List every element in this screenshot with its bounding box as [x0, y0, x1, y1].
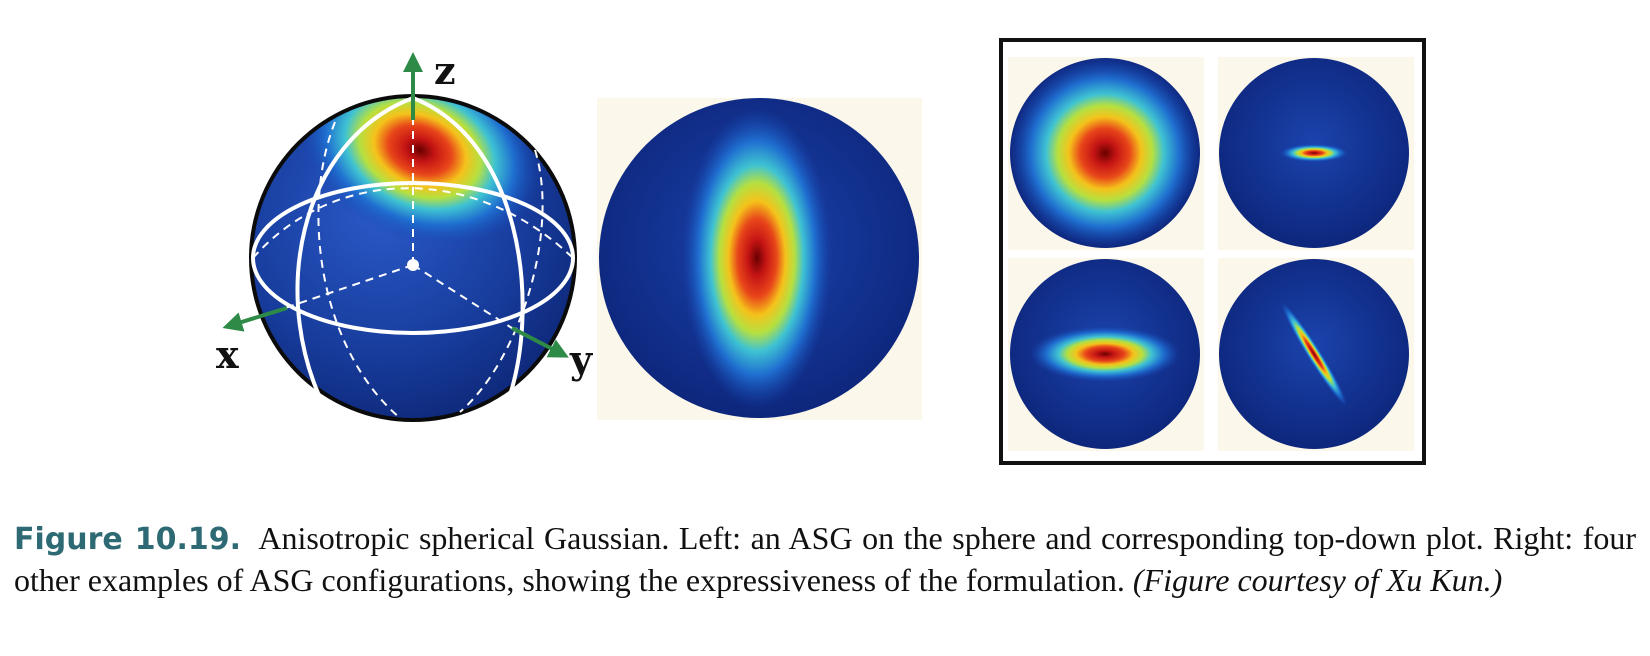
sphere-panel: z x y [216, 48, 593, 422]
x-axis-arrow [222, 306, 288, 332]
z-axis-label: z [434, 48, 456, 93]
figure-caption: Figure 10.19. Anisotropic spherical Gaus… [14, 518, 1636, 601]
examples-panel [999, 38, 1426, 465]
caption-label: Figure 10.19. [14, 522, 242, 557]
y-axis-label: y [569, 337, 593, 382]
x-axis-label: x [216, 332, 239, 377]
topdown-lobe [682, 108, 832, 408]
example-lobe-4 [1280, 301, 1348, 407]
example-lobe-1 [1010, 58, 1200, 248]
example-lobe-2 [1280, 144, 1348, 162]
figure-art: z x y [216, 38, 1426, 465]
y-axis-arrow [511, 326, 569, 358]
caption-credit: (Figure courtesy of Xu Kun.) [1132, 562, 1503, 598]
example-lobe-3 [1030, 326, 1180, 382]
caption-text: Anisotropic spherical Gaussian. Left: an… [14, 520, 1637, 598]
topdown-plot [597, 98, 922, 420]
